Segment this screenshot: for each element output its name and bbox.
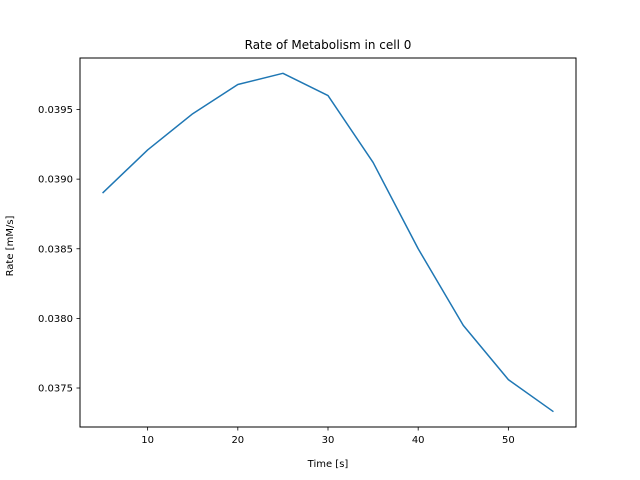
series-line-0 — [102, 72, 554, 413]
chart-title: Rate of Metabolism in cell 0 — [245, 38, 412, 52]
x-tick-label: 10 — [141, 435, 154, 446]
y-tick-label: 0.0385 — [38, 244, 73, 255]
x-tick-label: 40 — [412, 435, 425, 446]
x-axis-ticks: 10 20 30 40 50 — [141, 427, 515, 446]
x-tick-label: 20 — [231, 435, 244, 446]
y-tick-label: 0.0380 — [38, 314, 73, 325]
y-tick-label: 0.0390 — [38, 175, 73, 186]
x-tick-label: 30 — [322, 435, 335, 446]
y-axis-label: Rate [mM/s] — [5, 215, 16, 276]
plot-area: 10 20 30 40 50 0.0375 0.0380 0.0385 0.0390 0.039… — [38, 57, 577, 446]
y-tick-label: 0.0395 — [38, 105, 73, 116]
y-axis-ticks: 0.0375 0.0380 0.0385 0.0390 0.0395 — [38, 105, 80, 395]
x-axis-label: Time [s] — [307, 459, 349, 470]
y-tick-label: 0.0375 — [38, 384, 73, 395]
series-layer — [102, 72, 554, 413]
x-tick-label: 50 — [502, 435, 515, 446]
